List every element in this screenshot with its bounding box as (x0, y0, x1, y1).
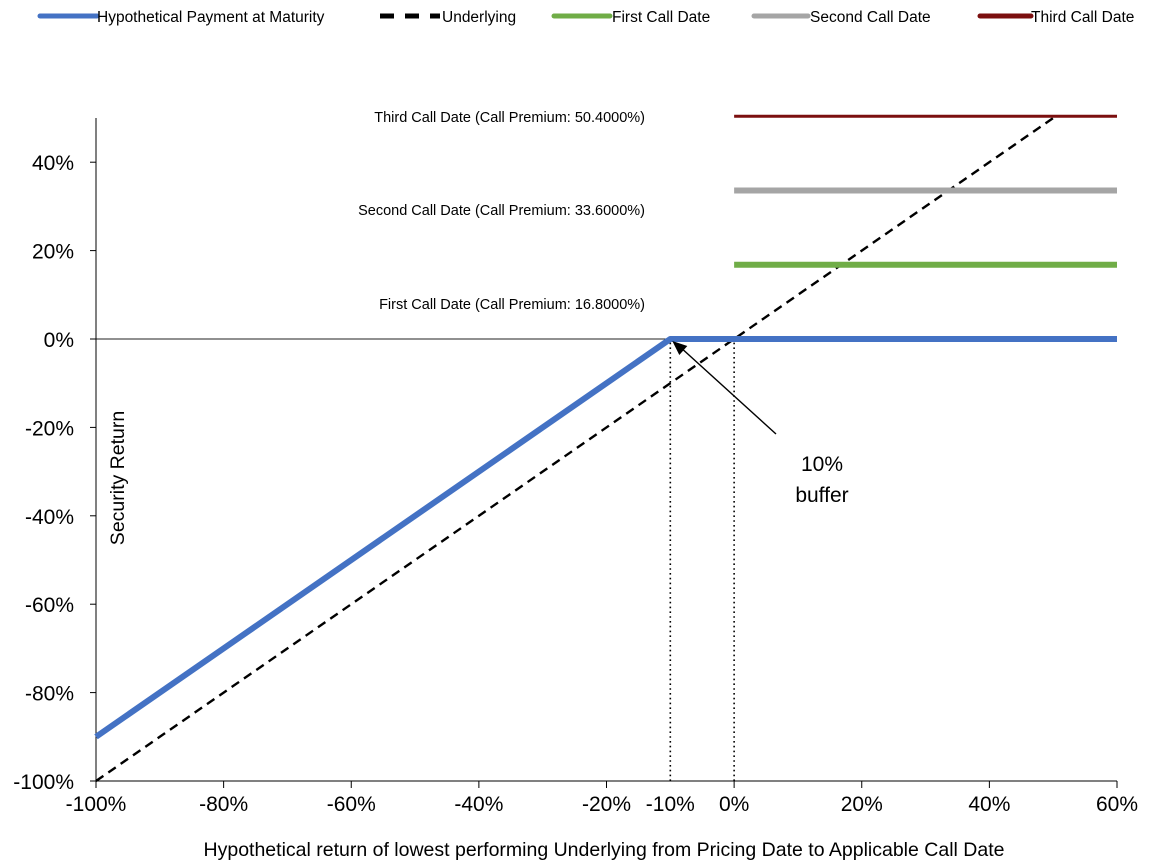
second-call-date-label: Second Call Date (Call Premium: 33.6000%… (358, 203, 645, 219)
legend-label-first-call-date: First Call Date (612, 9, 710, 26)
legend-label-underlying: Underlying (442, 9, 516, 26)
legend-label-second-call-date: Second Call Date (810, 9, 931, 26)
y-tick-label: -100% (13, 771, 74, 794)
y-tick-label: -80% (25, 683, 74, 706)
x-tick-label: 20% (841, 793, 883, 816)
y-tick-label: 40% (32, 152, 74, 175)
legend: Hypothetical Payment at Maturity Underlyi… (37, 9, 1134, 26)
x-tick-label: -40% (454, 793, 503, 816)
legend-label-third-call-date: Third Call Date (1031, 9, 1134, 26)
buffer-label-line1: 10% (801, 453, 843, 476)
y-tick-label: -40% (25, 506, 74, 529)
x-tick-label: -60% (327, 793, 376, 816)
x-extra-tick-label: -10% (646, 793, 695, 816)
y-axis-title: Security Return (107, 411, 129, 545)
reference-lines (96, 338, 1117, 781)
first-call-date-label: First Call Date (Call Premium: 16.8000%) (379, 297, 645, 313)
annotations: Third Call Date (Call Premium: 50.4000%)… (358, 110, 849, 507)
buffer-arrow-head (672, 341, 688, 355)
y-tick-label: -20% (25, 417, 74, 440)
x-axis-title: Hypothetical return of lowest performing… (204, 839, 1005, 861)
third-call-date-label: Third Call Date (Call Premium: 50.4000%) (374, 110, 645, 126)
y-tick-label: 0% (44, 329, 74, 352)
x-tick-label: 60% (1096, 793, 1138, 816)
axis-ticks: -100% -80% -60% -40% -20% 0% 20% 40% -100% -80% -6… (13, 152, 1138, 816)
y-tick-label: -60% (25, 594, 74, 617)
series-line-hypothetical-payment-at-maturity (94, 336, 1117, 740)
y-tick-label: 20% (32, 241, 74, 264)
x-tick-label: -20% (582, 793, 631, 816)
x-tick-label: 0% (719, 793, 749, 816)
buffer-label-line2: buffer (795, 484, 848, 507)
x-tick-label: 40% (968, 793, 1010, 816)
x-tick-label: -100% (66, 793, 127, 816)
legend-label-hypothetical-payment-at-maturity: Hypothetical Payment at Maturity (97, 9, 325, 26)
buffer-arrow-line (681, 348, 777, 435)
x-tick-label: -80% (199, 793, 248, 816)
series-lines (94, 114, 1117, 782)
